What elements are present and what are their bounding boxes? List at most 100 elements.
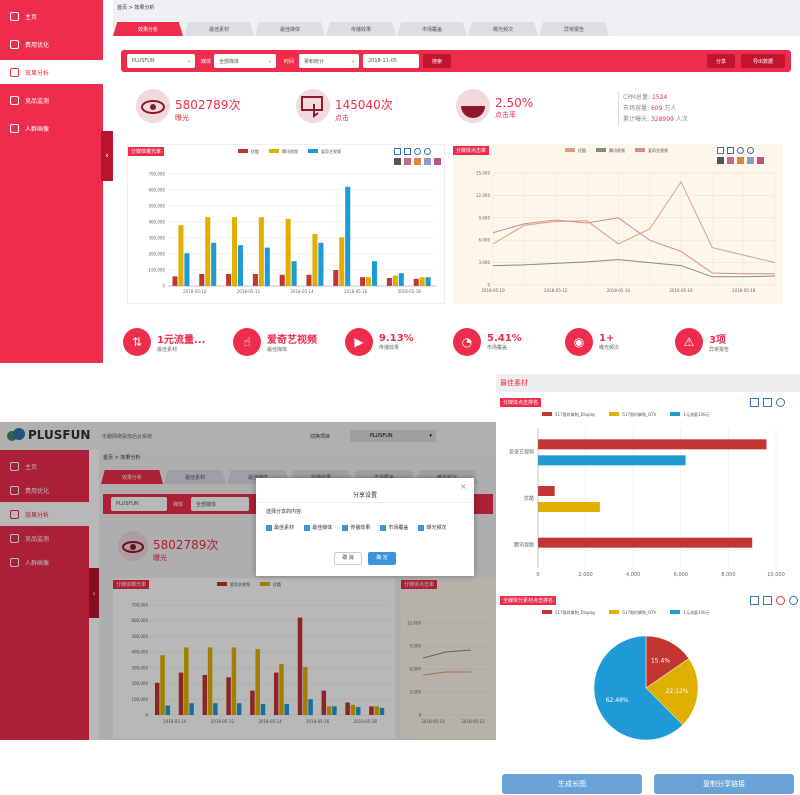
- legend-item[interactable]: 爱奇艺视频: [635, 148, 668, 154]
- pie-chart-icon[interactable]: [737, 147, 744, 154]
- panel-heading: 最佳素材: [496, 374, 800, 392]
- pie-label: 22.12%: [666, 688, 689, 695]
- x-tick-label: 2018-05-16: [669, 288, 693, 293]
- theme-swatch-icon[interactable]: [757, 157, 764, 164]
- sidebar-item-cost[interactable]: 费用优化: [0, 32, 103, 56]
- line-chart-icon[interactable]: [394, 148, 401, 155]
- theme-swatch-icon[interactable]: [414, 158, 421, 165]
- y-tick-label: 400,000: [148, 220, 165, 225]
- tab-effect[interactable]: 效果分析: [101, 470, 163, 484]
- confirm-button[interactable]: 确 定: [368, 552, 396, 565]
- impression-panel: 分媒体曝光率 优酷 腾讯视频 爱奇艺视频 0 100,000 200,000 300,…: [127, 144, 445, 304]
- sidebar-item-effect[interactable]: 效果分析: [0, 502, 89, 526]
- legend-item[interactable]: 优酷: [238, 149, 259, 155]
- share-screenshot: PLUSFUN 乐趣网络投放后台系统 切换项目 PLUSFUN ▾ 主页 费用优化…: [0, 422, 496, 740]
- tab-frequency[interactable]: 曝光频次: [468, 22, 538, 36]
- tab-coverage[interactable]: 市场覆盖: [397, 22, 467, 36]
- bar: [260, 704, 266, 715]
- tab-spread[interactable]: 传播效果: [326, 22, 396, 36]
- breadcrumb-current: 效果分析: [120, 455, 141, 461]
- legend-item[interactable]: 517限时掌狗_Display: [542, 412, 595, 418]
- legend-item[interactable]: 517限时掌狗_OTV: [609, 412, 656, 418]
- y-tick-label: 300,000: [148, 236, 165, 241]
- bar: [374, 706, 379, 715]
- brand-select[interactable]: PLUSFUN ⌄: [127, 54, 195, 68]
- legend-item[interactable]: 腾讯视频: [596, 148, 625, 154]
- line-chart-icon[interactable]: [750, 596, 759, 605]
- legend-item[interactable]: 1元流量100元: [670, 610, 710, 616]
- tab-effect[interactable]: 效果分析: [113, 22, 183, 36]
- generate-image-button[interactable]: 生成长图: [502, 774, 642, 794]
- legend-item[interactable]: 517限时掌狗_OTV: [609, 610, 656, 616]
- breadcrumb-home[interactable]: 首页: [117, 5, 128, 11]
- cancel-button[interactable]: 取 消: [334, 552, 362, 565]
- line-chart-icon[interactable]: [750, 398, 759, 407]
- checkbox-best-creative[interactable]: 最佳素材: [266, 523, 294, 534]
- bar-chart-icon[interactable]: [727, 147, 734, 154]
- legend-item[interactable]: 爱奇艺视频: [308, 149, 341, 155]
- bar-chart-icon[interactable]: [763, 398, 772, 407]
- theme-swatch-icon[interactable]: [727, 157, 734, 164]
- theme-swatch-icon[interactable]: [404, 158, 411, 165]
- line-chart-icon[interactable]: [717, 147, 724, 154]
- theme-swatch-icon[interactable]: [394, 158, 401, 165]
- tab-best-media[interactable]: 最佳媒体: [255, 22, 325, 36]
- pie-chart-icon[interactable]: [414, 148, 421, 155]
- theme-swatch-icon[interactable]: [747, 157, 754, 164]
- breadcrumb-home[interactable]: 首页: [103, 455, 114, 461]
- checkbox-coverage[interactable]: 市场覆盖: [380, 523, 408, 534]
- legend-item[interactable]: 1元流量100元: [670, 412, 710, 418]
- theme-swatch-icon[interactable]: [434, 158, 441, 165]
- legend-item[interactable]: 优酷: [565, 148, 586, 154]
- sidebar-item-persona[interactable]: 人群画像: [0, 550, 89, 574]
- legend-item[interactable]: 腾讯视频: [269, 149, 298, 155]
- search-button[interactable]: 搜索: [423, 54, 451, 68]
- media-select[interactable]: 全部媒体: [191, 497, 249, 511]
- close-icon[interactable]: ×: [460, 482, 467, 491]
- tab-anomaly[interactable]: 异常报告: [539, 22, 609, 36]
- bar: [321, 690, 327, 715]
- theme-swatch-icon[interactable]: [717, 157, 724, 164]
- refresh-icon[interactable]: [747, 147, 754, 154]
- tab-best-creative[interactable]: 最佳素材: [184, 22, 254, 36]
- media-select[interactable]: 全部媒体 ⌄: [214, 54, 276, 68]
- sidebar-collapse-button[interactable]: ‹: [101, 131, 113, 181]
- brand-select[interactable]: PLUSFUN: [111, 497, 167, 511]
- impression-bar-chart-2: 0 100,000 200,000 300,000 400,000 500,000 600,…: [131, 603, 389, 724]
- sidebar-item-competitor[interactable]: 竞品监测: [0, 526, 89, 550]
- sidebar-item-cost[interactable]: 费用优化: [0, 478, 89, 502]
- legend-item[interactable]: 优酷: [260, 582, 281, 588]
- sidebar-item-home[interactable]: 主页: [0, 454, 89, 478]
- theme-swatch-icon[interactable]: [737, 157, 744, 164]
- bar-chart-icon[interactable]: [404, 148, 411, 155]
- project-select[interactable]: PLUSFUN ▾: [350, 430, 436, 442]
- sidebar-item-competitor[interactable]: 竞品监测: [0, 88, 103, 112]
- theme-swatch-icon[interactable]: [424, 158, 431, 165]
- range-select[interactable]: 累积统计 ⌄: [299, 54, 359, 68]
- bar-chart-icon[interactable]: [763, 596, 772, 605]
- export-button[interactable]: 导出数据: [741, 54, 785, 68]
- refresh-icon[interactable]: [424, 148, 431, 155]
- copy-link-button[interactable]: 复制分享链接: [654, 774, 794, 794]
- date-input[interactable]: 2018-11-05: [363, 54, 419, 68]
- y-tick-label: 12,000: [476, 193, 490, 198]
- sidebar-item-effect[interactable]: 效果分析: [0, 60, 103, 84]
- sidebar-item-home[interactable]: 主页: [0, 4, 103, 28]
- theme-swatches: [394, 158, 441, 165]
- refresh-icon[interactable]: [789, 596, 798, 605]
- pie-chart-icon[interactable]: [776, 596, 785, 605]
- bar: [211, 242, 217, 286]
- modal-overlay[interactable]: [0, 422, 496, 740]
- app-header: PLUSFUN 乐趣网络投放后台系统 切换项目 PLUSFUN ▾: [0, 422, 496, 450]
- legend-item[interactable]: 爱奇艺视频: [217, 582, 250, 588]
- chevron-left-icon[interactable]: ‹: [89, 568, 99, 618]
- legend-item[interactable]: 517限时掌狗_Display: [542, 610, 595, 616]
- checkbox-best-media[interactable]: 最佳媒体: [304, 523, 332, 534]
- refresh-icon[interactable]: [776, 398, 785, 407]
- checkbox-frequency[interactable]: 曝光频次: [418, 523, 446, 534]
- checkbox-spread[interactable]: 传播效果: [342, 523, 370, 534]
- share-button[interactable]: 分享: [707, 54, 735, 68]
- kpi-label: 曝光: [153, 554, 167, 562]
- tab-best-creative[interactable]: 最佳素材: [164, 470, 226, 484]
- sidebar-item-persona[interactable]: 人群画像: [0, 116, 103, 140]
